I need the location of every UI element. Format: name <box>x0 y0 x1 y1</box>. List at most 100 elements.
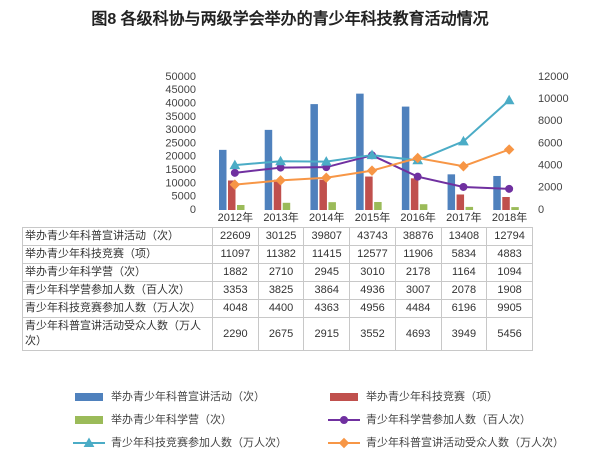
legend-swatch <box>75 416 103 424</box>
point <box>459 182 468 191</box>
table-value: 12794 <box>486 227 533 246</box>
table-value: 1908 <box>486 281 533 300</box>
y2-tick-label: 6000 <box>538 137 562 149</box>
bar <box>465 206 474 210</box>
legend-label: 青少年科技竞赛参加人数（万人次） <box>111 435 287 449</box>
table-value: 5456 <box>486 317 533 351</box>
x-tick-label: 2017年 <box>441 209 487 228</box>
table-value: 30125 <box>257 227 305 246</box>
bar <box>419 204 428 210</box>
table-value: 5834 <box>440 245 488 264</box>
table-value: 2945 <box>303 263 351 282</box>
table-value: 3353 <box>212 281 259 300</box>
bar <box>447 174 456 210</box>
table-value: 4693 <box>394 317 442 351</box>
point <box>229 159 241 170</box>
point <box>229 179 241 190</box>
table-value: 1164 <box>440 263 488 282</box>
bar <box>365 176 373 210</box>
legend-label: 青少年科学营参加人数（百人次） <box>366 412 531 426</box>
y2-tick-label: 0 <box>538 204 544 216</box>
bar <box>328 202 336 210</box>
point <box>230 168 239 177</box>
x-tick-label: 2015年 <box>349 209 396 228</box>
table-value: 9905 <box>486 299 533 318</box>
y2-tick-label: 2000 <box>538 182 562 194</box>
point <box>458 135 469 146</box>
point <box>338 437 350 449</box>
bar <box>493 175 501 210</box>
y-tick-label: 10000 <box>165 177 196 189</box>
bar <box>356 93 364 210</box>
legend-label: 举办青少年科技竞赛（项） <box>366 389 498 403</box>
table-header: 2012年 2013年 2014年 2015年 2016年 2017年 2018年 <box>22 209 533 228</box>
y-tick-label: 45000 <box>165 84 196 96</box>
y2-tick-label: 12000 <box>538 71 569 83</box>
row-label: 青少年科学营参加人数（百人次） <box>22 281 213 300</box>
x-tick-label: 2016年 <box>395 209 442 228</box>
bar <box>228 180 236 210</box>
point <box>413 172 422 181</box>
bar <box>319 179 327 210</box>
legend-label: 青少年科普宣讲活动受众人数（万人次） <box>366 435 564 449</box>
table-row: 举办青少年科学营（次） 1882 2710 2945 3010 2178 1164 1094 <box>22 263 533 282</box>
table-value: 4400 <box>257 299 305 318</box>
table-value: 4048 <box>212 299 259 318</box>
table-value: 22609 <box>212 227 259 246</box>
table-value: 4484 <box>394 299 442 318</box>
point <box>503 94 515 105</box>
table-value: 3825 <box>257 281 305 300</box>
table-value: 2915 <box>303 317 351 351</box>
table-row: 青少年科普宣讲活动受众人数（万人次） 2290 2675 2915 3552 4693 39… <box>22 317 533 351</box>
y-tick-label: 35000 <box>165 111 196 123</box>
x-tick-label: 2018年 <box>486 209 533 228</box>
table-row: 举办青少年科普宣讲活动（次） 22609 30125 39807 43743 38876 1… <box>22 227 533 246</box>
table-value: 4883 <box>486 245 533 264</box>
legend-swatch <box>75 393 103 401</box>
table-value: 2290 <box>212 317 259 351</box>
data-table: 2012年 2013年 2014年 2015年 2016年 2017年 2018年 举办青少年… <box>22 209 533 351</box>
bar <box>511 207 519 210</box>
table-value: 1094 <box>486 263 533 282</box>
table-value: 2078 <box>440 281 488 300</box>
table-value: 11382 <box>257 245 305 264</box>
point <box>366 165 378 176</box>
point <box>366 149 378 160</box>
point <box>505 184 514 193</box>
table-value: 2710 <box>257 263 305 282</box>
bar <box>237 204 245 210</box>
y-tick-label: 50000 <box>165 71 196 83</box>
table-corner <box>22 209 213 228</box>
point <box>320 156 332 166</box>
table-row: 青少年科技竞赛参加人数（万人次） 4048 4400 4363 4956 4484 6196… <box>22 299 533 318</box>
y2-tick-label: 8000 <box>538 115 562 127</box>
point <box>275 175 286 186</box>
point <box>503 144 515 155</box>
bar <box>456 194 465 210</box>
point <box>412 152 423 164</box>
y-tick-label: 5000 <box>172 191 196 203</box>
bar <box>282 202 291 210</box>
legend-swatch <box>330 393 358 401</box>
row-label: 举办青少年科技竞赛（项） <box>22 245 213 264</box>
table-value: 11415 <box>303 245 351 264</box>
table-value: 3552 <box>349 317 396 351</box>
bar <box>410 178 419 210</box>
bar <box>502 197 510 210</box>
table-value: 11906 <box>394 245 442 264</box>
y-tick-label: 30000 <box>165 124 196 136</box>
y-tick-label: 20000 <box>165 151 196 163</box>
table-value: 38876 <box>394 227 442 246</box>
table-value: 3010 <box>349 263 396 282</box>
bar <box>219 149 227 210</box>
legend-label: 举办青少年科学营（次） <box>111 412 232 426</box>
table-value: 2675 <box>257 317 305 351</box>
x-tick-label: 2014年 <box>303 209 350 228</box>
row-label: 青少年科普宣讲活动受众人数（万人次） <box>22 317 213 351</box>
table-value: 2178 <box>394 263 442 282</box>
point <box>340 416 348 424</box>
table-value: 11097 <box>212 245 259 264</box>
x-tick-label: 2013年 <box>258 209 304 228</box>
